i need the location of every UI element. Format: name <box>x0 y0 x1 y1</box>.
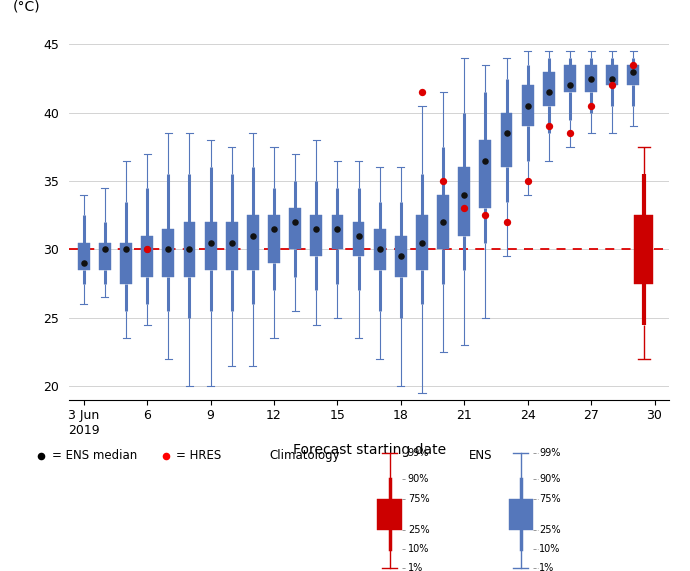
Point <box>586 102 597 111</box>
Bar <box>543 72 555 106</box>
Point <box>160 451 171 460</box>
Point <box>501 128 512 138</box>
Bar <box>374 229 386 270</box>
Text: = ENS median: = ENS median <box>52 449 137 463</box>
Y-axis label: (°C): (°C) <box>13 0 41 13</box>
Bar <box>184 222 195 277</box>
Bar <box>585 65 597 93</box>
Point <box>248 231 259 240</box>
Point <box>543 88 554 97</box>
Bar <box>501 113 513 167</box>
Bar <box>607 65 618 86</box>
Point <box>36 451 47 460</box>
Bar <box>627 65 639 86</box>
Bar <box>353 222 364 256</box>
Bar <box>331 215 344 250</box>
Text: 1%: 1% <box>408 563 423 571</box>
Point <box>459 190 470 199</box>
Point <box>78 259 89 268</box>
Text: 10%: 10% <box>539 544 560 554</box>
Bar <box>458 167 470 236</box>
Bar <box>268 215 280 263</box>
Point <box>163 245 174 254</box>
Point <box>353 231 364 240</box>
Point <box>459 204 470 213</box>
Bar <box>377 498 402 530</box>
Point <box>141 245 152 254</box>
Point <box>564 128 575 138</box>
Text: 25%: 25% <box>539 525 560 535</box>
Bar <box>247 215 259 270</box>
Text: 10%: 10% <box>408 544 429 554</box>
Point <box>437 176 448 186</box>
Point <box>417 88 428 97</box>
Point <box>522 102 533 111</box>
Point <box>395 252 406 261</box>
Point <box>586 74 597 83</box>
Bar <box>416 215 428 270</box>
Point <box>205 238 216 247</box>
Bar <box>99 243 111 270</box>
Bar <box>634 215 653 284</box>
Bar <box>120 243 132 284</box>
Point <box>374 245 385 254</box>
Point <box>226 238 237 247</box>
Bar <box>522 86 533 126</box>
Point <box>607 81 618 90</box>
Text: 75%: 75% <box>408 494 429 504</box>
Point <box>628 61 639 70</box>
Bar <box>205 222 217 270</box>
Text: 1%: 1% <box>539 563 554 571</box>
Text: ENS: ENS <box>469 449 493 463</box>
Bar <box>480 140 491 208</box>
Point <box>121 245 132 254</box>
Point <box>417 238 428 247</box>
Bar <box>395 236 407 277</box>
Point <box>501 218 512 227</box>
Point <box>141 245 152 254</box>
Point <box>310 224 322 234</box>
Text: 99%: 99% <box>539 448 560 458</box>
Bar <box>78 243 90 270</box>
Text: 90%: 90% <box>539 474 560 484</box>
Bar <box>141 236 153 277</box>
Point <box>99 245 110 254</box>
Point <box>290 218 301 227</box>
Bar <box>564 65 576 93</box>
Point <box>268 224 279 234</box>
Bar <box>226 222 237 270</box>
Point <box>480 156 491 165</box>
Point <box>480 211 491 220</box>
Point <box>607 74 618 83</box>
Bar <box>437 195 449 250</box>
Text: 25%: 25% <box>408 525 429 535</box>
Point <box>332 224 343 234</box>
Point <box>437 218 448 227</box>
Bar <box>162 229 175 277</box>
Text: 75%: 75% <box>539 494 560 504</box>
Point <box>628 67 639 77</box>
Point <box>184 245 195 254</box>
Point <box>543 122 554 131</box>
Text: 99%: 99% <box>408 448 429 458</box>
Point <box>522 176 533 186</box>
Point <box>564 81 575 90</box>
Bar <box>310 215 322 256</box>
Text: Climatology: Climatology <box>269 449 339 463</box>
X-axis label: Forecast starting date: Forecast starting date <box>293 443 446 457</box>
Text: = HRES: = HRES <box>176 449 221 463</box>
Bar <box>289 208 301 250</box>
Text: 90%: 90% <box>408 474 429 484</box>
Bar <box>509 498 533 530</box>
